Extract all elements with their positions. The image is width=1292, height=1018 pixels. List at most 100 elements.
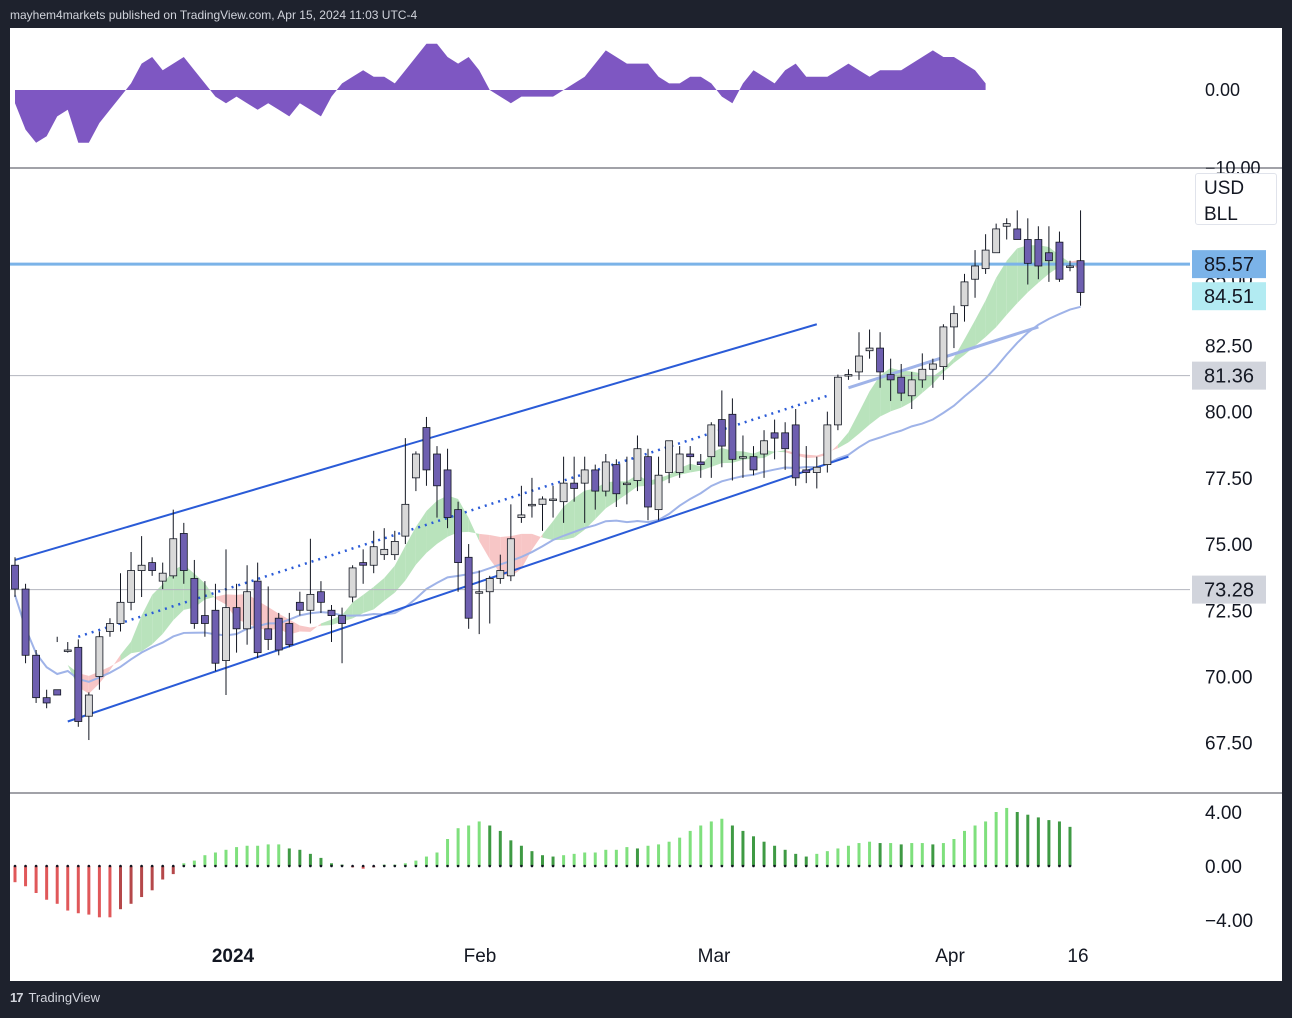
candle-body — [781, 432, 790, 450]
price-label-bg — [1192, 361, 1266, 390]
ma-cloud-segment — [542, 521, 554, 541]
slow-moving-average — [14, 305, 1081, 683]
candle-body — [928, 363, 937, 370]
ma-cloud-segment — [553, 506, 564, 541]
histogram-zero-dot — [562, 864, 565, 868]
symbol-legend[interactable]: USD BLL — [1195, 173, 1277, 225]
candle-body — [253, 580, 262, 654]
histogram-zero-dot — [910, 864, 914, 868]
candle-body — [612, 464, 621, 495]
footer[interactable]: 17 TradingView — [10, 990, 100, 1005]
x-axis-label: Mar — [698, 946, 731, 967]
candle-body — [897, 376, 906, 394]
histogram-zero-dot — [741, 864, 745, 868]
histogram-zero-dot — [499, 864, 502, 868]
histogram-zero-dot — [667, 864, 671, 868]
ma-cloud-segment — [521, 533, 532, 569]
price-label-bg — [1192, 575, 1266, 604]
channel-midline — [77, 394, 828, 638]
candle-body — [158, 572, 167, 582]
candle-body — [570, 482, 579, 489]
candle-body — [506, 538, 515, 577]
candle-body — [981, 249, 990, 270]
ma-cloud-segment — [932, 368, 944, 384]
histogram-zero-dot — [783, 864, 787, 868]
candle-body — [295, 601, 304, 611]
histogram-zero-dot — [889, 864, 892, 868]
candle-body — [317, 591, 325, 603]
histogram-zero-dot — [393, 864, 397, 868]
histogram-zero-dot — [435, 864, 439, 868]
candle-body — [222, 607, 230, 661]
ma-cloud-segment — [152, 584, 163, 645]
histogram-zero-dot — [372, 864, 376, 868]
histogram-zero-dot — [13, 864, 17, 868]
candle-body — [496, 570, 505, 579]
ma-cloud-segment — [869, 375, 881, 425]
histogram-zero-dot — [509, 864, 513, 868]
histogram-zero-dot — [615, 864, 618, 868]
histogram-zero-dot — [973, 864, 977, 868]
histogram-zero-dot — [520, 864, 523, 868]
histogram-zero-dot — [256, 864, 259, 868]
candle-body — [232, 607, 241, 630]
candle-body — [591, 469, 600, 492]
histogram-zero-dot — [583, 864, 586, 868]
candle-body — [475, 591, 484, 594]
published-text: published on TradingView.com, — [108, 8, 275, 22]
candle-body — [390, 541, 399, 556]
ma-cloud-segment — [774, 450, 786, 453]
candle-body — [95, 636, 104, 677]
candle-body — [580, 469, 589, 484]
histogram-zero-dot — [309, 864, 312, 868]
ma-cloud-segment — [373, 578, 385, 610]
candle-body — [696, 461, 705, 466]
ma-cloud-segment — [415, 510, 427, 565]
histogram-zero-dot — [34, 864, 38, 868]
candle-body — [633, 448, 642, 481]
candle-body — [1076, 260, 1085, 293]
candle-body — [918, 368, 927, 381]
histogram-zero-dot — [119, 864, 122, 868]
histogram-zero-dot — [214, 864, 217, 868]
candle-body — [274, 617, 283, 651]
histogram-zero-dot — [1026, 864, 1030, 868]
price-tick-label: 80.00 — [1205, 403, 1253, 424]
candle-body — [812, 466, 821, 473]
ma-cloud-segment — [975, 300, 986, 346]
histogram-zero-dot — [245, 864, 249, 868]
candle-body — [665, 440, 673, 473]
histogram-zero-dot — [203, 864, 207, 868]
candle-body — [707, 424, 716, 458]
histogram-zero-dot — [699, 864, 703, 868]
price-tick-label: 75.00 — [1205, 535, 1253, 556]
histogram-zero-dot — [931, 864, 935, 868]
candle-body — [148, 562, 157, 571]
price-label-bg — [1192, 282, 1266, 311]
candle-body — [106, 623, 114, 632]
histogram-zero-dot — [24, 864, 27, 868]
publish-date: Apr 15, 2024 11:03 UTC-4 — [277, 8, 418, 22]
histogram-zero-dot — [171, 864, 175, 868]
histogram-zero-dot — [678, 864, 681, 868]
histogram-zero-dot — [857, 864, 861, 868]
histogram-zero-dot — [963, 864, 966, 868]
candle-body — [211, 609, 220, 664]
ma-cloud-segment — [574, 490, 585, 538]
histogram-zero-dot — [878, 864, 882, 868]
histogram-zero-dot — [129, 864, 133, 868]
ma-cloud-segment — [468, 518, 480, 541]
histogram-zero-dot — [235, 864, 238, 868]
ma-cloud-segment — [584, 488, 596, 530]
price-label-tag: 85.57 — [1192, 250, 1266, 279]
candle-body — [1045, 252, 1053, 262]
histogram-zero-dot — [140, 864, 143, 868]
ma-cloud-segment — [141, 594, 153, 652]
candle-body — [1055, 241, 1064, 280]
hist-tick-label: 0.00 — [1205, 857, 1242, 878]
x-axis-label: Apr — [935, 946, 965, 967]
histogram-zero-dot — [541, 864, 544, 868]
candle-body — [380, 548, 389, 556]
ma-cloud-segment — [489, 535, 501, 574]
